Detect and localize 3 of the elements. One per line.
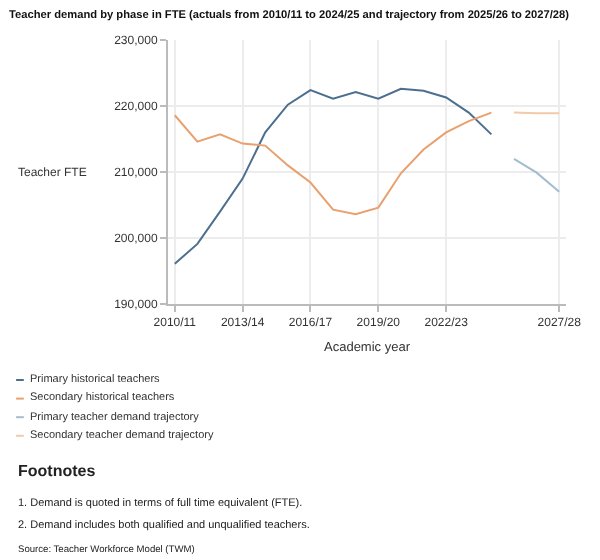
line-series	[173, 111, 493, 216]
line-series	[173, 87, 493, 265]
text: Footnotes	[18, 462, 97, 480]
